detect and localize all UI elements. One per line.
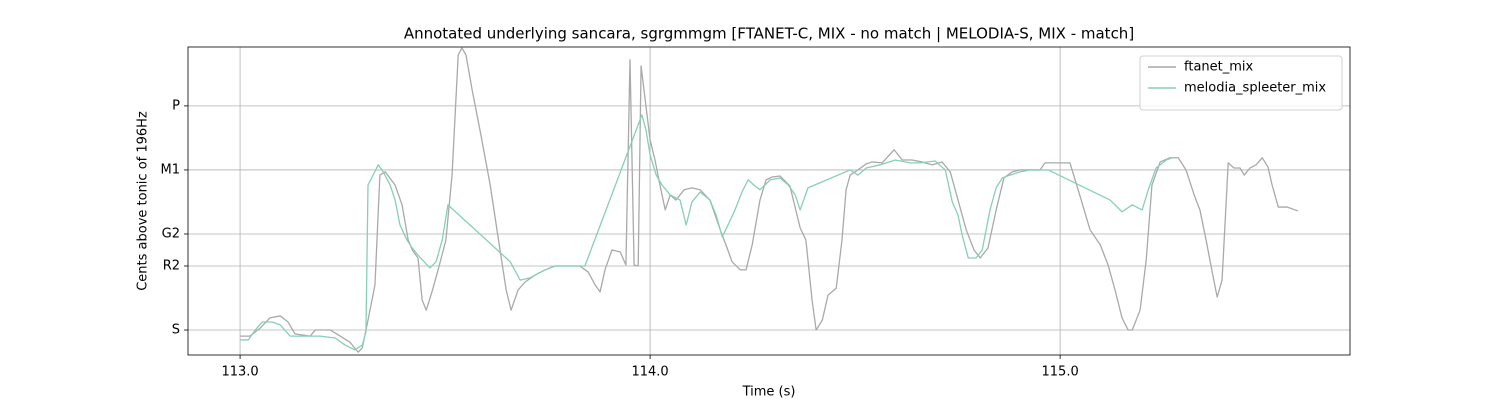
data-line — [240, 47, 1299, 353]
x-axis-label: Time (s) — [742, 385, 796, 400]
legend-label: ftanet_mix — [1184, 60, 1254, 75]
y-tick-label: R2 — [163, 258, 180, 273]
x-tick-label: 115.0 — [1042, 365, 1079, 380]
x-tick-label: 114.0 — [631, 365, 668, 380]
x-tick-label: 113.0 — [221, 365, 258, 380]
y-tick-label: S — [172, 323, 180, 338]
y-tick-label: M1 — [161, 162, 181, 177]
y-axis-label: Cents above tonic of 196Hz — [136, 111, 151, 291]
data-line — [240, 114, 1173, 351]
plot-frame — [187, 46, 1351, 356]
legend-box — [1139, 55, 1343, 111]
y-tick-label: P — [172, 98, 180, 113]
legend-label: melodia_spleeter_mix — [1184, 81, 1326, 96]
chart-title: Annotated underlying sancara, sgrgmmgm [… — [404, 25, 1134, 43]
y-tick-label: G2 — [162, 226, 180, 241]
